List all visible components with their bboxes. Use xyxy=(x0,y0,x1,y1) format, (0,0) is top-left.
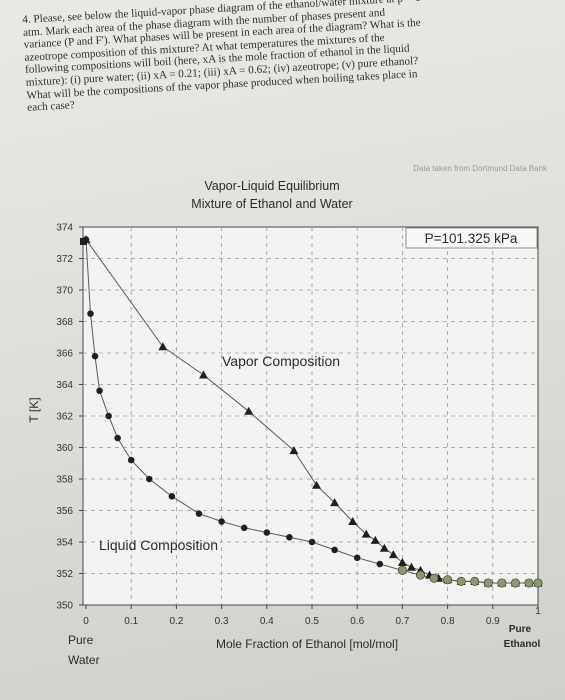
liquid-point xyxy=(397,565,407,575)
liquid-point xyxy=(415,570,425,580)
liquid-point xyxy=(308,538,316,546)
vapor-point xyxy=(199,370,209,379)
x-tick-label: 1 xyxy=(535,606,541,617)
grid xyxy=(83,227,538,605)
x-tick-label: 0.2 xyxy=(169,616,183,627)
vapor-series-label: Vapor Composition xyxy=(222,353,340,369)
vapor-point xyxy=(388,550,398,559)
x-tick-labels: 0 0.1 0.2 0.3 0.4 0.5 0.6 0.7 0.8 0.9 1 xyxy=(83,605,541,627)
x-tick-label: 0.1 xyxy=(124,616,138,627)
chart-title: Vapor-Liquid Equilibrium xyxy=(204,179,339,193)
liquid-point xyxy=(524,578,534,588)
x-tick-label: 0.6 xyxy=(350,616,364,627)
vapor-point xyxy=(244,406,254,415)
y-tick-label: 374 xyxy=(56,223,73,234)
liquid-point xyxy=(376,560,384,568)
liquid-point xyxy=(240,524,248,532)
x-tick-label: 0.8 xyxy=(441,616,455,627)
liquid-point xyxy=(443,575,453,585)
x-end-label-line2: Ethanol xyxy=(504,639,541,650)
liquid-point xyxy=(497,578,507,588)
y-axis-label: T [K] xyxy=(27,397,41,422)
y-tick-label: 352 xyxy=(56,569,73,580)
liquid-point xyxy=(510,578,520,588)
y-tick-label: 356 xyxy=(56,506,73,517)
vapor-point xyxy=(370,535,380,544)
y-tick-labels: 350 352 354 356 358 360 362 364 366 368 370 372 374 xyxy=(56,223,83,612)
vapor-point xyxy=(348,517,358,526)
pressure-label: P=101.325 kPa xyxy=(425,231,518,246)
liquid-point xyxy=(263,529,271,536)
y-tick-label: 372 xyxy=(56,254,73,265)
y-tick-label: 366 xyxy=(56,349,73,360)
y-tick-label: 370 xyxy=(56,286,73,297)
vapor-point xyxy=(361,529,371,538)
liquid-point xyxy=(429,573,439,583)
y-tick-label: 362 xyxy=(56,412,73,423)
liquid-point xyxy=(353,554,361,562)
liquid-series-markers xyxy=(82,236,543,588)
y-tick-label: 354 xyxy=(56,538,73,549)
liquid-point xyxy=(470,576,480,586)
liquid-point xyxy=(483,578,493,588)
liquid-point xyxy=(218,518,225,525)
chart-subtitle: Mixture of Ethanol and Water xyxy=(191,197,352,211)
vapor-point xyxy=(330,498,340,507)
y-tick-label: 364 xyxy=(56,380,73,391)
pressure-label-box xyxy=(405,227,538,249)
y-tick-label: 358 xyxy=(56,475,73,486)
liquid-point xyxy=(127,456,135,464)
x-tick-label: 0.7 xyxy=(395,616,409,627)
x-end-label-line1: Pure xyxy=(509,624,532,635)
liquid-point xyxy=(195,510,203,517)
x-tick-label: 0.9 xyxy=(486,616,500,627)
vapor-point xyxy=(158,342,168,351)
x-tick-label: 0 xyxy=(83,616,89,627)
liquid-point xyxy=(96,387,103,395)
liquid-point xyxy=(168,493,176,500)
liquid-point xyxy=(331,546,338,554)
liquid-point xyxy=(87,310,94,317)
liquid-point xyxy=(286,533,293,541)
x-tick-label: 0.4 xyxy=(260,616,274,627)
vapor-point xyxy=(406,562,416,571)
y-tick-label: 360 xyxy=(56,443,73,454)
vapor-point xyxy=(312,480,322,489)
x-tick-label: 0.5 xyxy=(305,616,319,627)
liquid-series-label: Liquid Composition xyxy=(99,537,218,553)
liquid-point xyxy=(145,475,153,483)
liquid-point xyxy=(91,352,99,360)
liquid-point xyxy=(105,412,112,420)
vapor-point xyxy=(289,446,299,455)
vapor-point xyxy=(397,557,407,566)
y-tick-label: 368 xyxy=(56,317,73,328)
x-tick-label: 0.3 xyxy=(215,616,229,627)
source-note: Data taken from Dortmund Data Bank xyxy=(413,164,547,173)
x-start-label-line1: Pure xyxy=(68,633,94,647)
azeotrope-marker xyxy=(80,238,87,245)
liquid-point xyxy=(533,578,543,588)
y-tick-label: 350 xyxy=(56,601,73,612)
liquid-point xyxy=(114,434,121,442)
x-axis-label: Mole Fraction of Ethanol [mol/mol] xyxy=(216,637,398,651)
vapor-point xyxy=(379,543,389,552)
x-start-label-line2: Water xyxy=(68,653,100,667)
liquid-point xyxy=(456,576,466,586)
